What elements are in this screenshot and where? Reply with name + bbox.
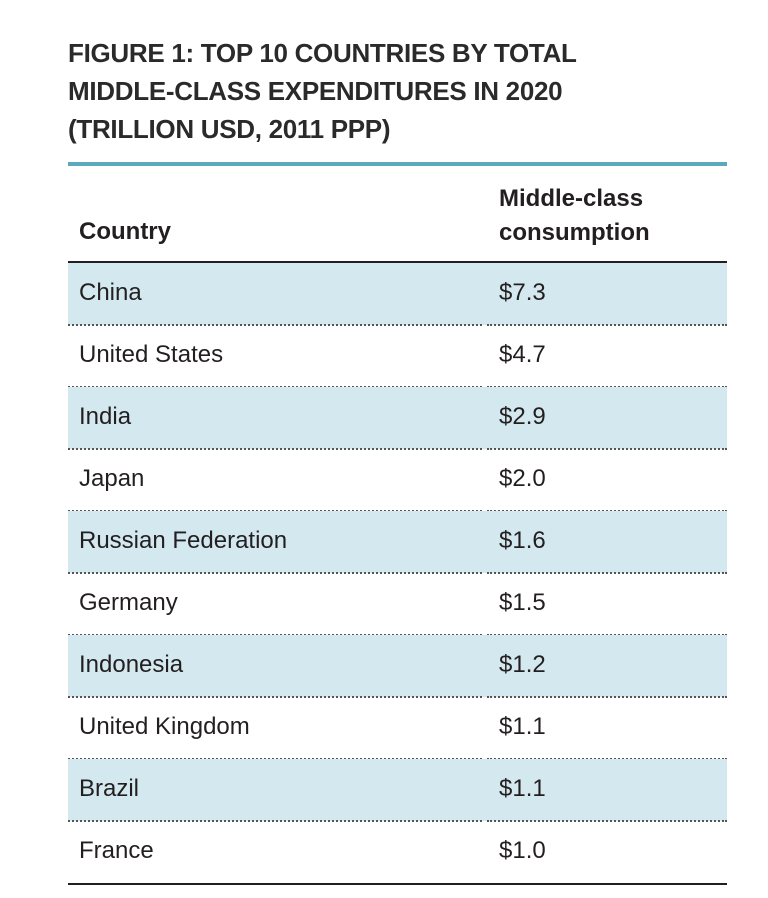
country-cell: Russian Federation bbox=[79, 527, 288, 554]
row-divider bbox=[487, 324, 727, 326]
country-cell: United States bbox=[79, 341, 224, 368]
header-consumption: Middle-class consumption bbox=[499, 182, 650, 250]
consumption-cell: $1.0 bbox=[499, 837, 546, 864]
row-divider bbox=[68, 696, 482, 698]
consumption-cell: $2.9 bbox=[499, 403, 546, 430]
title-line-2: MIDDLE-CLASS EXPENDITURES IN 2020 bbox=[68, 76, 563, 106]
figure-title: FIGURE 1: TOP 10 COUNTRIES BY TOTAL MIDD… bbox=[68, 34, 748, 148]
table-row: France $1.0 bbox=[68, 821, 727, 885]
country-cell: India bbox=[79, 403, 132, 430]
consumption-cell: $2.0 bbox=[499, 465, 546, 492]
consumption-cell: $4.7 bbox=[499, 341, 546, 368]
title-line-1: FIGURE 1: TOP 10 COUNTRIES BY TOTAL bbox=[68, 38, 577, 68]
country-cell: Brazil bbox=[79, 775, 140, 802]
table-row: Brazil $1.1 bbox=[68, 759, 727, 822]
consumption-cell: $1.6 bbox=[499, 527, 546, 554]
row-divider bbox=[487, 448, 727, 450]
accent-rule bbox=[68, 162, 727, 166]
data-table: Country Middle-class consumption China $7… bbox=[68, 166, 727, 885]
table-row: Indonesia $1.2 bbox=[68, 635, 727, 698]
row-divider bbox=[68, 448, 482, 450]
consumption-cell: $1.1 bbox=[499, 713, 546, 740]
row-divider bbox=[487, 696, 727, 698]
row-divider bbox=[68, 324, 482, 326]
consumption-cell: $7.3 bbox=[499, 279, 546, 306]
table-header: Country Middle-class consumption bbox=[68, 166, 727, 263]
header-consumption-line-2: consumption bbox=[499, 219, 650, 246]
consumption-cell: $1.2 bbox=[499, 651, 546, 678]
consumption-cell: $1.1 bbox=[499, 775, 546, 802]
row-divider bbox=[68, 572, 482, 574]
title-line-3: (TRILLION USD, 2011 PPP) bbox=[68, 114, 391, 144]
country-cell: Japan bbox=[79, 465, 145, 492]
table-row: India $2.9 bbox=[68, 387, 727, 450]
country-cell: Indonesia bbox=[79, 651, 184, 678]
row-divider bbox=[487, 820, 727, 822]
row-divider bbox=[68, 820, 482, 822]
country-cell: United Kingdom bbox=[79, 713, 250, 740]
header-country: Country bbox=[79, 218, 171, 245]
table-row: Germany $1.5 bbox=[68, 573, 727, 636]
header-consumption-line-1: Middle-class bbox=[499, 185, 644, 212]
table-row: Japan $2.0 bbox=[68, 449, 727, 512]
table-row: United Kingdom $1.1 bbox=[68, 697, 727, 760]
country-cell: China bbox=[79, 279, 142, 306]
country-cell: Germany bbox=[79, 589, 178, 616]
consumption-cell: $1.5 bbox=[499, 589, 546, 616]
table-row: United States $4.7 bbox=[68, 325, 727, 388]
country-cell: France bbox=[79, 837, 154, 864]
row-divider bbox=[487, 572, 727, 574]
table-row: China $7.3 bbox=[68, 263, 727, 326]
table-row: Russian Federation $1.6 bbox=[68, 511, 727, 574]
